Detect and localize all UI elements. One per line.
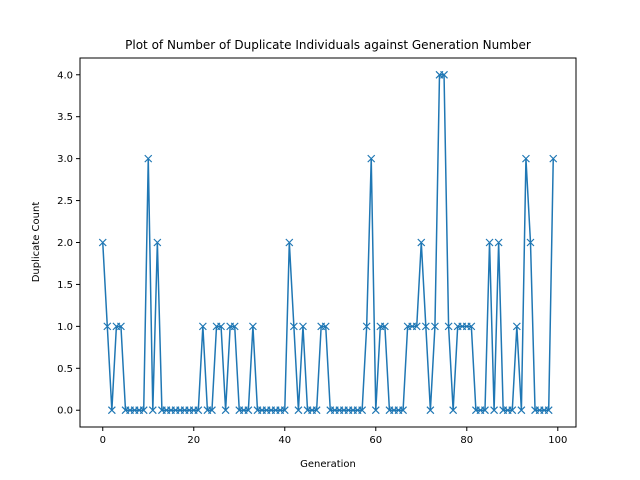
data-point-marker (426, 406, 435, 415)
data-point-marker (208, 406, 216, 415)
data-point-marker (467, 322, 476, 331)
data-point-marker (299, 322, 307, 331)
data-point-marker (280, 406, 289, 415)
data-point-marker (321, 322, 330, 331)
y-tick-label: 0.5 (57, 364, 73, 375)
data-point-marker (367, 154, 376, 163)
y-tick-label: 3.5 (57, 112, 73, 123)
x-axis-label: Generation (300, 459, 356, 470)
data-point-marker (517, 406, 526, 415)
y-tick-label: 1.0 (57, 322, 73, 333)
data-point-marker (522, 154, 530, 163)
chart-title: Plot of Number of Duplicate Individuals … (125, 38, 531, 52)
data-point-marker (294, 406, 303, 415)
data-point-marker (412, 322, 421, 331)
data-point-marker (485, 238, 494, 247)
data-point-marker (148, 406, 157, 415)
data-point-marker (221, 406, 230, 415)
y-tick-label: 3.0 (57, 154, 73, 165)
x-tick-label: 20 (187, 435, 200, 446)
data-point-marker (512, 322, 521, 331)
data-point-marker (549, 154, 558, 163)
x-tick-label: 80 (460, 435, 473, 446)
data-point-marker (139, 406, 148, 415)
y-axis-ticks: 0.0 0.5 1.0 1.5 2.0 2.5 3.0 3.5 4.0 (57, 70, 80, 417)
data-point-marker (285, 238, 294, 247)
data-point-marker (449, 406, 458, 415)
data-point-marker (526, 238, 535, 247)
data-point-marker (117, 322, 125, 331)
y-tick-label: 2.5 (57, 196, 73, 207)
data-point-marker (312, 406, 321, 415)
data-point-marker (289, 322, 298, 331)
data-point-marker (444, 322, 453, 331)
x-tick-label: 100 (548, 435, 567, 446)
x-tick-label: 60 (369, 435, 382, 446)
y-tick-label: 2.0 (57, 238, 73, 249)
data-point-marker (440, 70, 448, 79)
x-tick-label: 40 (278, 435, 291, 446)
data-point-marker (371, 406, 380, 415)
data-point-marker (431, 322, 439, 331)
data-point-marker (362, 322, 371, 331)
data-point-marker (248, 322, 257, 331)
data-point-marker (153, 238, 162, 247)
data-point-marker (358, 406, 367, 415)
series-line (102, 74, 554, 411)
data-point-marker (380, 322, 389, 331)
data-point-marker (399, 406, 408, 415)
y-axis-label: Duplicate Count (31, 202, 42, 283)
x-axis-ticks: 0 20 40 60 80 100 (100, 427, 567, 446)
data-point-marker (198, 322, 207, 331)
axes-frame (79, 57, 577, 428)
data-point-marker (508, 406, 517, 415)
data-point-marker (98, 238, 107, 247)
data-point-marker (244, 406, 253, 415)
data-point-marker (230, 322, 239, 331)
plot-area (98, 70, 558, 415)
data-point-marker (194, 406, 203, 415)
data-point-marker (481, 406, 489, 415)
y-tick-label: 1.5 (57, 280, 73, 291)
data-point-marker (490, 406, 499, 415)
data-point-marker (107, 406, 116, 415)
data-point-marker (217, 322, 225, 331)
x-tick-label: 0 (100, 435, 106, 446)
data-point-marker (544, 406, 553, 415)
y-tick-label: 0.0 (57, 406, 73, 417)
data-point-marker (144, 154, 153, 163)
data-point-marker (494, 238, 503, 247)
y-tick-label: 4.0 (57, 70, 73, 81)
data-point-marker (417, 238, 426, 247)
data-point-marker (421, 322, 430, 331)
data-point-marker (103, 322, 112, 331)
